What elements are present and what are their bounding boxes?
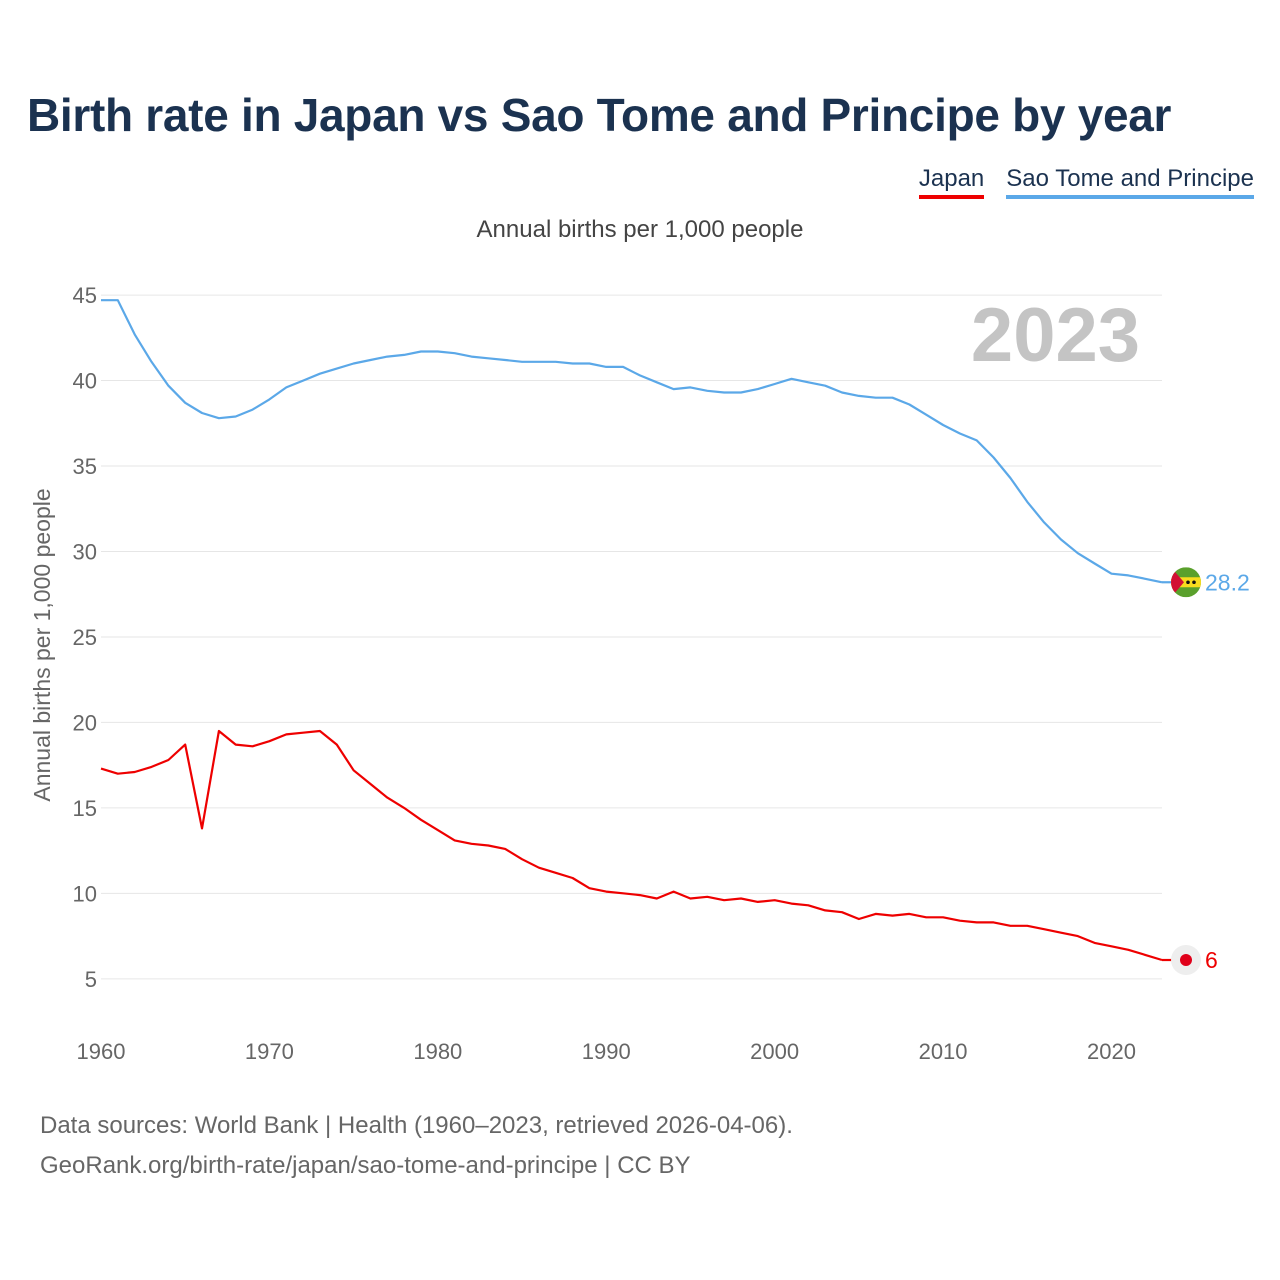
chart-subtitle: Annual births per 1,000 people [476, 216, 804, 243]
x-tick-label: 1970 [245, 1039, 294, 1064]
sao-tome-flag-icon [1171, 567, 1201, 598]
x-tick-label: 1980 [413, 1039, 462, 1064]
chart-title: Birth rate in Japan vs Sao Tome and Prin… [27, 89, 1172, 141]
legend-item-sao-tome[interactable]: Sao Tome and Principe [1006, 165, 1254, 199]
end-value-label: 28.2 [1205, 569, 1250, 595]
y-axis-label: Annual births per 1,000 people [29, 488, 55, 801]
japan-flag-icon [1171, 945, 1201, 976]
x-tick-label: 1990 [582, 1039, 631, 1064]
series-line-japan[interactable] [100, 729, 1163, 962]
x-tick-label: 2000 [750, 1039, 799, 1064]
end-value-label: 6 [1205, 947, 1218, 973]
y-tick-label: 15 [73, 796, 97, 821]
y-tick-label: 20 [73, 710, 97, 735]
footer-url[interactable]: GeoRank.org/birth-rate/japan/sao-tome-an… [40, 1152, 691, 1179]
series-line-sao-tome[interactable] [101, 299, 1163, 584]
y-tick-label: 10 [73, 881, 97, 906]
x-tick-label: 2010 [919, 1039, 968, 1064]
footer: Data sources: World Bank | Health (1960–… [40, 1106, 793, 1186]
legend-item-japan[interactable]: Japan [918, 165, 985, 199]
x-tick-label: 2020 [1087, 1039, 1136, 1064]
y-tick-label: 40 [73, 369, 97, 394]
y-tick-label: 35 [73, 454, 97, 479]
y-tick-label: 5 [85, 967, 97, 992]
y-tick-label: 45 [73, 283, 97, 308]
footer-sources: Data sources: World Bank | Health (1960–… [40, 1112, 793, 1139]
x-tick-label: 1960 [77, 1039, 126, 1064]
y-tick-label: 30 [73, 539, 97, 564]
legend: Japan Sao Tome and Principe [918, 165, 1254, 199]
y-tick-label: 25 [73, 625, 97, 650]
year-watermark: 2023 [971, 293, 1140, 378]
